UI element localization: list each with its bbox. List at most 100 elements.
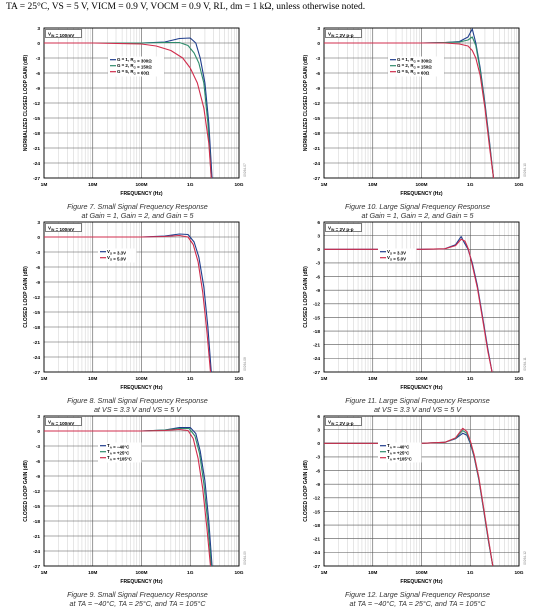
plot-frame <box>323 27 520 179</box>
y-tick-label: -6 <box>36 71 41 77</box>
x-tick-label: 100M <box>136 570 148 576</box>
y-tick-label: -24 <box>313 161 320 167</box>
y-axis-label: CLOSED LOOP GAIN (dB) <box>23 460 29 522</box>
y-tick-label: -21 <box>313 343 320 349</box>
input-label-text: VIN = 2V p-p <box>328 419 354 426</box>
y-tick-label: -6 <box>316 71 321 77</box>
y-tick-label: -24 <box>33 355 40 361</box>
x-tick-label: 10G <box>514 182 523 188</box>
x-tick-label: 10G <box>234 570 243 576</box>
legend-entry: G = 2, RG = 150Ω <box>397 63 432 70</box>
input-label-box <box>45 223 82 232</box>
y-axis-label: CLOSED LOOP GAIN (dB) <box>303 266 309 328</box>
x-tick-label: 10G <box>514 376 523 382</box>
input-label: VIN = 2V p-p <box>325 29 362 38</box>
x-tick-label: 10M <box>368 376 377 382</box>
plot-frame <box>43 415 240 567</box>
figure-id: 09264-10 <box>523 163 527 177</box>
figure-id: 09264-07 <box>243 163 247 177</box>
caption-line: Figure 12. Large Signal Frequency Respon… <box>344 590 491 599</box>
chart-svg: 1M 10M 100M 1G 10G 3 0 -3 -6 -9 -12 -15 -18 -21 -24 -27… <box>23 26 247 197</box>
legend: TA = −40°CTA = +25°CTA = +105°C <box>378 442 422 463</box>
input-label: VIN = 100mV <box>45 223 82 232</box>
x-axis-label: FREQUENCY (Hz) <box>400 191 442 197</box>
y-tick-label: -15 <box>313 116 320 122</box>
y-tick-label: -21 <box>313 146 320 152</box>
x-tick-label: 1M <box>321 182 328 188</box>
y-tick-label: -18 <box>313 131 320 137</box>
x-tick-label: 100M <box>136 182 148 188</box>
x-tick-label: 10G <box>234 376 243 382</box>
y-tick-label: -12 <box>33 489 40 495</box>
y-tick-label: 3 <box>317 427 320 433</box>
legend-entry: VS = 3.3V <box>107 249 126 256</box>
y-tick-label: -18 <box>33 519 40 525</box>
y-tick-label: 3 <box>37 26 40 32</box>
y-tick-label: -15 <box>313 315 320 321</box>
plot-frame <box>43 27 240 179</box>
input-label-text: VIN = 100mV <box>48 419 75 426</box>
y-tick-label: -27 <box>33 564 40 570</box>
y-tick-label: 0 <box>317 441 320 447</box>
figure-caption: Figure 11. Large Signal Frequency Respon… <box>310 396 525 414</box>
legend-entry: TA = −40°C <box>107 443 130 450</box>
y-tick-label: -9 <box>36 86 41 92</box>
y-tick-label: -9 <box>316 86 321 92</box>
series-line-3 <box>44 428 212 566</box>
y-tick-label: 3 <box>37 220 40 226</box>
x-tick-label: 100M <box>416 376 428 382</box>
y-tick-label: -27 <box>33 370 40 376</box>
chart-svg: 1M 10M 100M 1G 10G 3 0 -3 -6 -9 -12 -15 -18 -21 -24 -27… <box>303 26 527 197</box>
legend-entry: TA = +25°C <box>107 449 130 456</box>
y-tick-label: -24 <box>33 161 40 167</box>
x-tick-label: 1M <box>321 376 328 382</box>
legend-entry: TA = +105°C <box>107 455 133 462</box>
x-axis-label: FREQUENCY (Hz) <box>400 579 442 585</box>
y-tick-label: -6 <box>316 468 321 474</box>
y-tick-label: -21 <box>313 537 320 543</box>
series-line-2 <box>324 238 493 372</box>
legend-background <box>98 442 142 463</box>
legend-background <box>108 56 164 77</box>
y-tick-label: -24 <box>313 356 320 362</box>
legend: TA = −40°CTA = +25°CTA = +105°C <box>98 442 142 463</box>
input-label-text: VIN = 2V p-p <box>328 225 354 232</box>
caption-line: at TA = −40°C, TA = 25°C, and TA = 105°C <box>349 599 486 608</box>
figure-id: 09264-11 <box>523 357 527 370</box>
y-tick-label: -18 <box>313 523 320 529</box>
input-label: VIN = 2V p-p <box>325 417 362 426</box>
legend-background <box>98 248 137 263</box>
legend-entry: G = 1, RG = 300Ω <box>117 57 152 64</box>
y-axis-label: NORMALIZED CLOSED LOOP GAIN (dB) <box>23 55 29 152</box>
x-tick-label: 10G <box>514 570 523 576</box>
y-tick-label: -9 <box>36 280 41 286</box>
x-tick-label: 1G <box>187 182 194 188</box>
x-tick-label: 1M <box>41 570 48 576</box>
chart-svg: 1M 10M 100M 1G 10G 3 0 -3 -6 -9 -12 -15 -18 -21 -24 -27… <box>23 220 247 391</box>
y-tick-label: 0 <box>317 247 320 253</box>
y-tick-label: -3 <box>36 444 41 450</box>
x-tick-label: 100M <box>416 182 428 188</box>
chart-panel-5: 1M 10M 100M 1G 10G 6 3 0 -3 -6 -9 -12 -15 -18 -21 -24 -2… <box>280 212 530 414</box>
x-tick-label: 1G <box>187 570 194 576</box>
y-tick-label: -24 <box>313 550 320 556</box>
x-tick-label: 10M <box>88 182 97 188</box>
y-tick-label: 3 <box>37 414 40 420</box>
legend-background <box>378 442 422 463</box>
y-axis-label: CLOSED LOOP GAIN (dB) <box>303 460 309 522</box>
y-tick-label: -6 <box>316 274 321 280</box>
x-tick-label: 1M <box>41 376 48 382</box>
caption-line: Figure 9. Small Signal Frequency Respons… <box>67 590 208 599</box>
x-tick-label: 1G <box>467 182 474 188</box>
x-axis-label: FREQUENCY (Hz) <box>120 191 162 197</box>
input-label-box <box>325 417 362 426</box>
legend-entry: TA = +105°C <box>387 455 413 462</box>
x-tick-label: 1G <box>467 376 474 382</box>
input-label-box <box>325 223 362 232</box>
figure-id: 09264-09 <box>243 551 247 565</box>
y-tick-label: -12 <box>313 496 320 502</box>
y-tick-label: -3 <box>316 455 321 461</box>
figure-caption: Figure 9. Small Signal Frequency Respons… <box>30 590 245 608</box>
x-tick-label: 10M <box>88 570 97 576</box>
